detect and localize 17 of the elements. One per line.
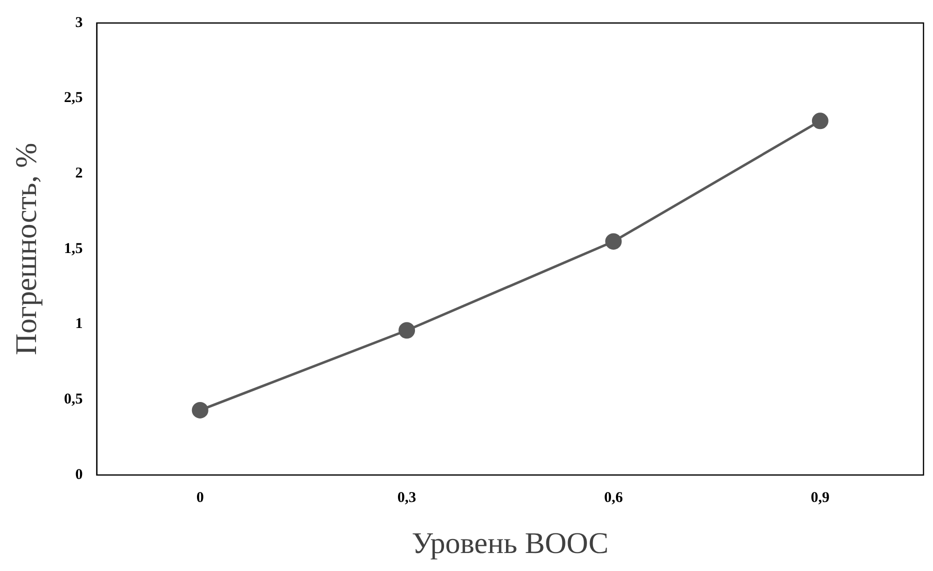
x-tick-label: 0,9 [810,490,830,506]
x-tick-label: 0 [196,490,204,506]
y-tick-label: 1 [75,316,83,332]
point [605,233,622,250]
x-tick-label: 0,6 [604,490,624,506]
x-tick-label: 0,3 [397,490,416,506]
y-axis-title: Погрешность, % [10,142,43,356]
point [812,112,828,130]
y-tick-label: 0 [75,466,83,483]
y-tick-label: 2,5 [64,90,83,106]
x-axis-title: Уровень ВООС [412,526,609,560]
point [192,402,208,418]
point [398,322,416,339]
y-tick-label: 1,5 [64,240,83,257]
y-tick-label: 3 [75,14,83,31]
y-tick-label: 2 [75,166,83,182]
y-tick-label: 0,5 [64,392,83,408]
